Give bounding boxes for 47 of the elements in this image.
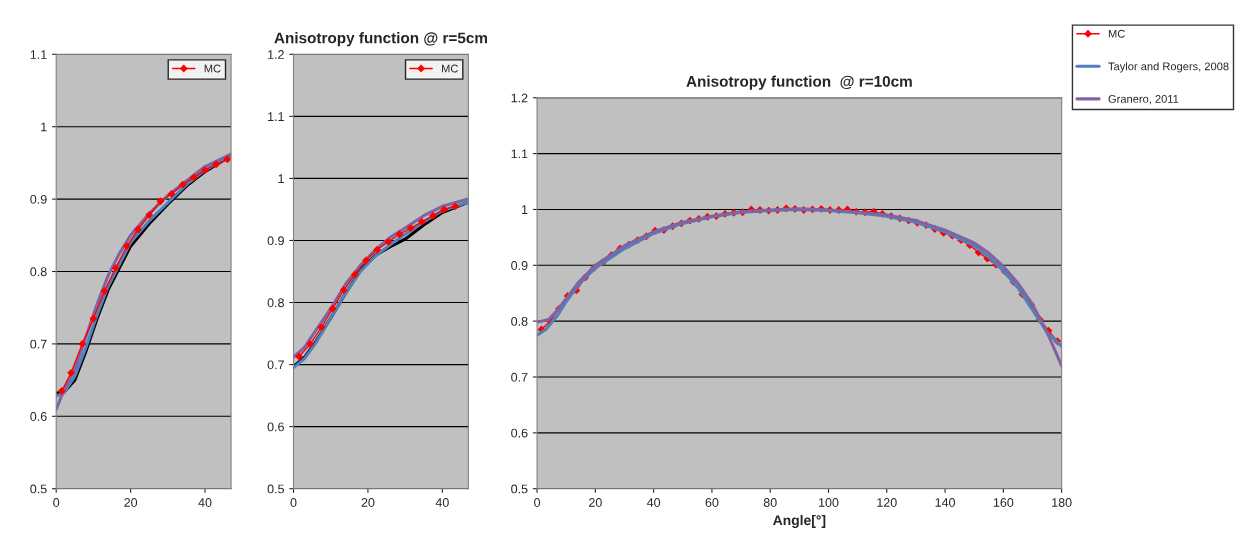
legend-label: MC [204,64,221,73]
x-tick-label: 40 [646,498,661,507]
chart-title: Anisotropy function @ r=5cm [274,32,487,47]
y-tick-label: 1.1 [511,149,528,159]
y-tick-label: 1 [278,174,284,183]
x-tick-label: 180 [1052,498,1072,507]
legend-label: MC [442,64,458,73]
x-tick-label: 160 [993,498,1014,507]
x-tick-label: 100 [819,498,839,507]
x-tick-label: 40 [198,498,212,507]
legend-label: Granero, 2011 [1108,95,1179,105]
y-tick-label: 1 [41,122,47,132]
y-tick-label: 0.8 [511,316,528,326]
y-tick-label: 1.2 [268,50,284,59]
y-tick-label: 0.6 [267,422,284,432]
y-tick-label: 0.9 [30,194,47,204]
y-tick-label: 1 [522,205,528,214]
y-tick-label: 1.2 [511,93,528,103]
y-tick-label: 0.8 [30,267,47,277]
x-tick-label: 80 [763,498,777,507]
x-tick-label: 0 [53,498,60,507]
legend-label: MC [1108,29,1125,38]
x-tick-label: 140 [935,498,956,507]
x-tick-label: 40 [435,498,449,507]
y-tick-label: 0.6 [30,412,47,421]
x-tick-label: 20 [124,498,138,507]
y-tick-label: 1.1 [268,112,284,121]
y-tick-label: 0.7 [30,339,47,349]
x-axis-title: Angle[°] [773,514,826,528]
y-tick-label: 0.5 [267,484,284,494]
x-tick-label: 60 [705,498,719,507]
y-tick-label: 0.6 [511,428,528,438]
x-tick-label: 0 [290,498,297,507]
y-tick-label: 0.7 [267,360,284,370]
y-tick-label: 0.8 [267,298,284,308]
x-tick-label: 0 [534,498,541,507]
x-tick-label: 20 [361,498,375,507]
legend-label: Taylor and Rogers, 2008 [1108,62,1229,73]
y-tick-label: 0.5 [30,484,47,494]
y-tick-label: 0.9 [267,236,284,246]
y-tick-label: 0.9 [511,261,528,270]
y-tick-label: 1.1 [30,50,47,59]
y-tick-label: 0.7 [511,372,528,382]
y-tick-label: 0.5 [511,484,528,494]
chart-title: Anisotropy function @ r=10cm [686,75,912,90]
x-tick-label: 120 [877,498,897,507]
x-tick-label: 20 [589,498,602,507]
